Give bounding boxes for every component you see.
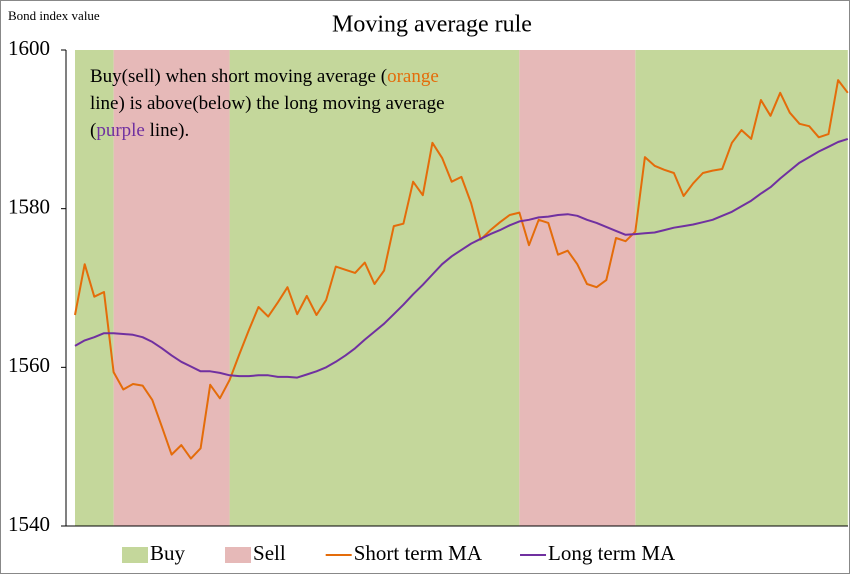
annotation: (purple line).: [90, 120, 189, 141]
region: [229, 50, 520, 526]
plot-area: [61, 49, 849, 527]
annotation-part: (: [90, 120, 96, 141]
annotation-part: Buy(sell) when short moving average (: [90, 66, 387, 87]
region: [519, 50, 636, 526]
legend-label: Long term MA: [548, 541, 676, 565]
annotation-part: line).: [145, 120, 189, 141]
annotation-part: purple: [96, 120, 145, 141]
region: [113, 50, 230, 526]
legend-swatch: [122, 547, 148, 563]
y-tick-label: 1540: [8, 512, 50, 536]
legend-swatch: [225, 547, 252, 563]
legend-label: Buy: [150, 541, 186, 565]
chart-title: Moving average rule: [332, 12, 532, 38]
y-tick-label: 1560: [8, 353, 50, 377]
y-axis-label: Bond index value: [8, 8, 100, 23]
line-series: [74, 137, 849, 379]
annotation: Buy(sell) when short moving average (ora…: [90, 66, 439, 87]
legend-label: Sell: [253, 541, 286, 565]
y-tick-label: 1580: [8, 194, 50, 218]
legend-label: Short term MA: [354, 541, 483, 565]
region: [635, 50, 848, 526]
annotation-part: orange: [387, 66, 439, 87]
annotation-part: line) is above(below) the long moving av…: [90, 93, 445, 114]
annotation: line) is above(below) the long moving av…: [90, 93, 445, 114]
region: [75, 50, 114, 526]
line-series: [74, 79, 849, 460]
y-tick-label: 1600: [8, 36, 50, 60]
